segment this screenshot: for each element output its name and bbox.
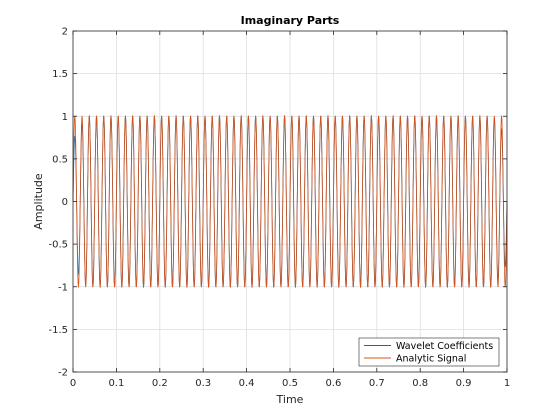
series-line-analytic-signal [72,114,508,289]
x-tick-label: 0.1 [108,378,124,389]
x-tick-label: 0.9 [456,378,472,389]
y-tick-label: -1 [58,282,68,293]
chart-title: Imaginary Parts [241,14,340,27]
legend-box [358,337,500,367]
y-tick-label: 1.5 [52,69,68,80]
y-tick-label: -1.5 [48,325,68,336]
x-tick-label: 0.7 [369,378,385,389]
y-tick-label: 0 [62,197,68,208]
grid [73,31,507,372]
y-tick-label: -2 [58,368,68,379]
series-layer [72,114,508,289]
y-tick-label: 1 [62,112,68,123]
x-tick-label: 1 [504,378,510,389]
x-tick-label: 0.8 [412,378,428,389]
ticks [72,30,508,373]
tick-labels: 0 0.1 0.2 0.3 0.4 0.5 0.6 0.7 0.8 0.9 1 -2 -1.5 -1 -0.… [48,27,510,390]
legend-label-analytic-signal: Analytic Signal [396,354,466,365]
legend-label-wavelet-coefficients: Wavelet Coefficients [396,341,493,352]
x-tick-label: 0.6 [325,378,341,389]
y-tick-label: 2 [62,27,68,38]
x-axis-label: Time [276,393,304,406]
x-tick-label: 0.5 [282,378,298,389]
x-tick-label: 0.4 [239,378,255,389]
x-tick-label: 0 [70,378,76,389]
legend: Wavelet Coefficients Analytic Signal [358,337,500,367]
y-axis-label: Amplitude [32,173,45,230]
x-tick-label: 0.2 [152,378,168,389]
y-tick-label: 0.5 [52,154,68,165]
y-tick-label: -0.5 [48,240,68,251]
x-tick-label: 0.3 [195,378,211,389]
